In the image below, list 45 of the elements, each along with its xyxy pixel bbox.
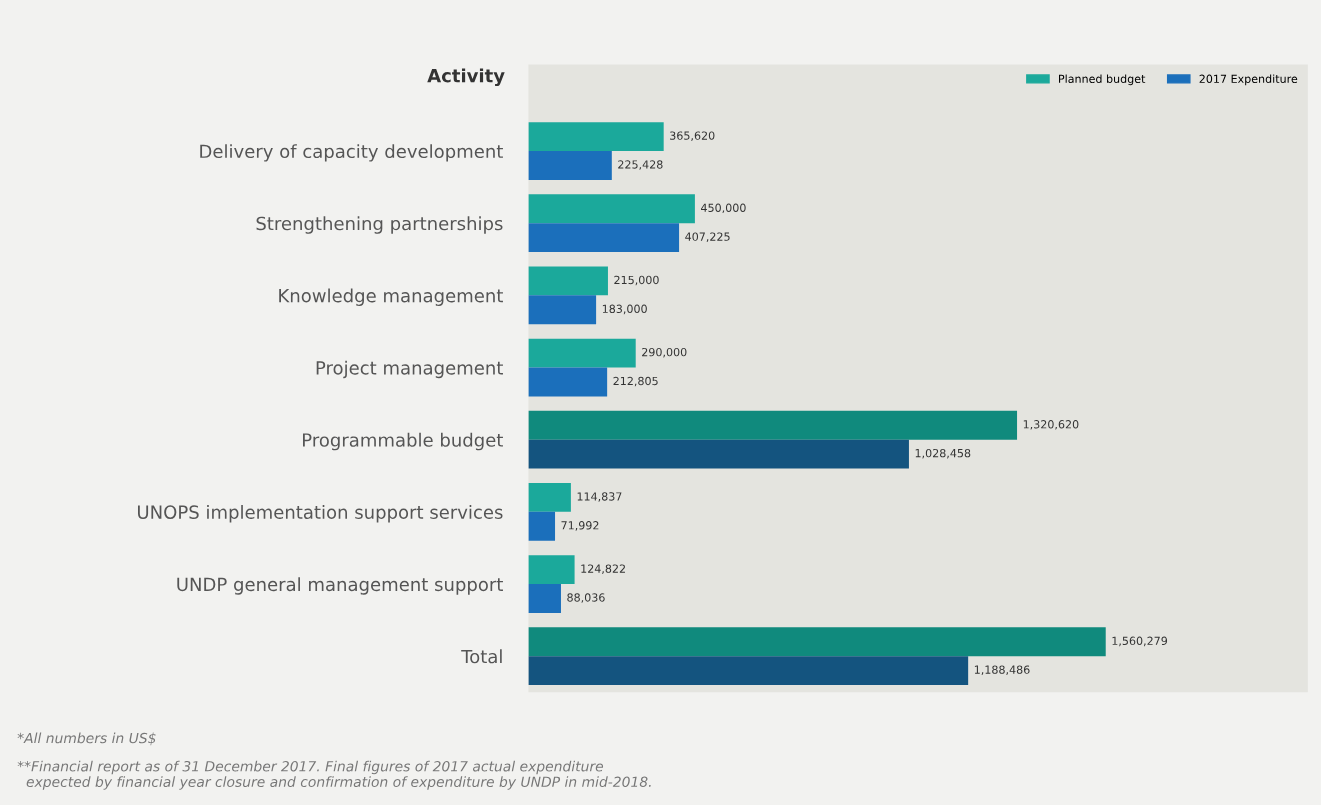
y-tick-label: Knowledge management (279, 288, 503, 306)
text: **Financial report as of 31 December 2017. Final figures of 2017 actual expenditure expected by financial year closure and confirmation of expenditure by UNDP in mid-2018. (17, 760, 651, 790)
data-label: 124,822 (581, 564, 625, 574)
data-label: 290,000 (642, 347, 687, 358)
bar (528, 584, 561, 613)
data-label: 450,000 (701, 203, 746, 214)
data-label: 212,805 (613, 376, 658, 387)
bar (528, 338, 636, 368)
data-label: 183,000 (602, 304, 647, 315)
bar (528, 555, 575, 585)
bar (528, 223, 680, 253)
bar (528, 511, 556, 541)
data-label: 88,036 (567, 593, 605, 603)
bar (528, 151, 612, 180)
data-label: 407,225 (685, 232, 730, 242)
data-label: 225,428 (618, 160, 663, 170)
bar (528, 367, 608, 397)
data-label: 215,000 (614, 275, 659, 286)
y-tick-label: Strengthening partnerships (256, 216, 503, 234)
legend-label: Planned budget (1059, 74, 1146, 86)
data-label: 1,028,458 (915, 448, 971, 459)
y-tick-label: Programmable budget (303, 432, 503, 451)
data-label: 114,837 (577, 492, 622, 502)
bar (528, 122, 664, 152)
y-axis-title: Activity (427, 68, 505, 87)
y-tick-label: Total (461, 649, 502, 664)
data-label: 71,992 (561, 521, 599, 531)
bar (528, 627, 1106, 657)
bar (528, 656, 969, 686)
data-label: 365,620 (670, 131, 715, 141)
data-label: 1,320,620 (1023, 420, 1079, 430)
data-label: 1,188,486 (974, 665, 1030, 676)
bar (528, 410, 1018, 440)
legend-label: 2017 Expenditure (1199, 74, 1298, 86)
bar (528, 295, 597, 325)
y-tick-label: UNOPS implementation support services (138, 505, 503, 523)
bar (528, 266, 608, 296)
y-tick-label: UNDP general management support (177, 577, 503, 595)
text: *All numbers in US$ (17, 732, 156, 746)
data-label: 1,560,279 (1112, 636, 1168, 647)
y-tick-label: Project management (316, 360, 503, 379)
bar (528, 483, 571, 512)
y-tick-label: Delivery of capacity development (200, 144, 503, 162)
bar (528, 439, 909, 469)
bar (528, 194, 695, 224)
